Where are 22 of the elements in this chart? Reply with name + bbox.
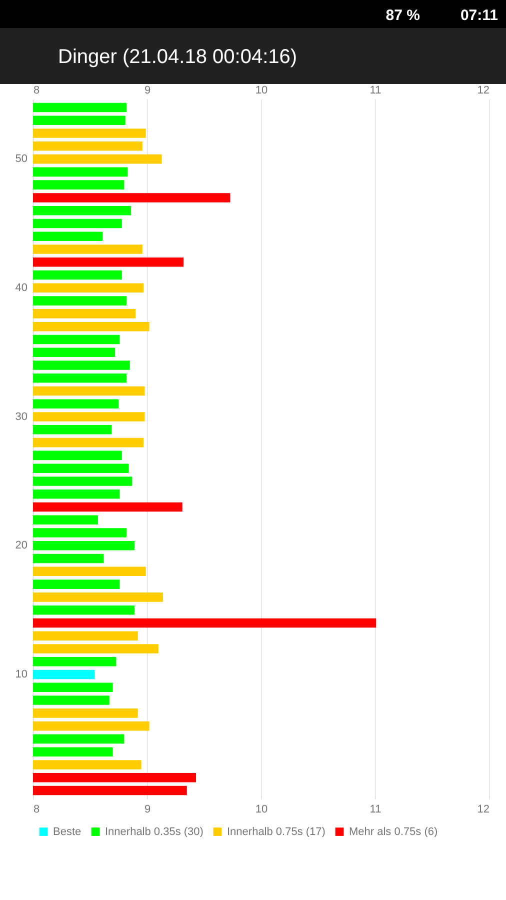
legend-label: Innerhalb 0.75s (17) <box>227 826 326 838</box>
y-tick-label: 30 <box>15 410 28 423</box>
y-tick-label: 20 <box>15 540 28 552</box>
x2-tick-label: 12 <box>477 804 490 816</box>
chart-title: Dinger (21.04.18 00:04:16) <box>58 46 298 68</box>
x-tick-label: 9 <box>144 84 151 96</box>
x-tick-label: 11 <box>370 84 382 96</box>
legend-label: Beste <box>53 826 82 838</box>
x2-tick-label: 11 <box>370 804 382 816</box>
text: 07:11 <box>460 7 498 24</box>
x2-tick-label: 8 <box>34 804 40 816</box>
y-tick-label: 10 <box>15 668 28 681</box>
x2-tick-label: 9 <box>144 804 151 816</box>
text: 87 % <box>386 7 420 24</box>
legend-label: Innerhalb 0.35s (30) <box>105 826 204 838</box>
x-tick-label: 12 <box>477 84 490 96</box>
legend-label: Mehr als 0.75s (6) <box>349 826 438 838</box>
y-tick-label: 50 <box>15 153 28 166</box>
x-tick-label: 10 <box>255 84 268 96</box>
x-tick-label: 8 <box>34 84 40 96</box>
y-tick-label: 40 <box>15 282 28 294</box>
x2-tick-label: 10 <box>255 804 268 816</box>
